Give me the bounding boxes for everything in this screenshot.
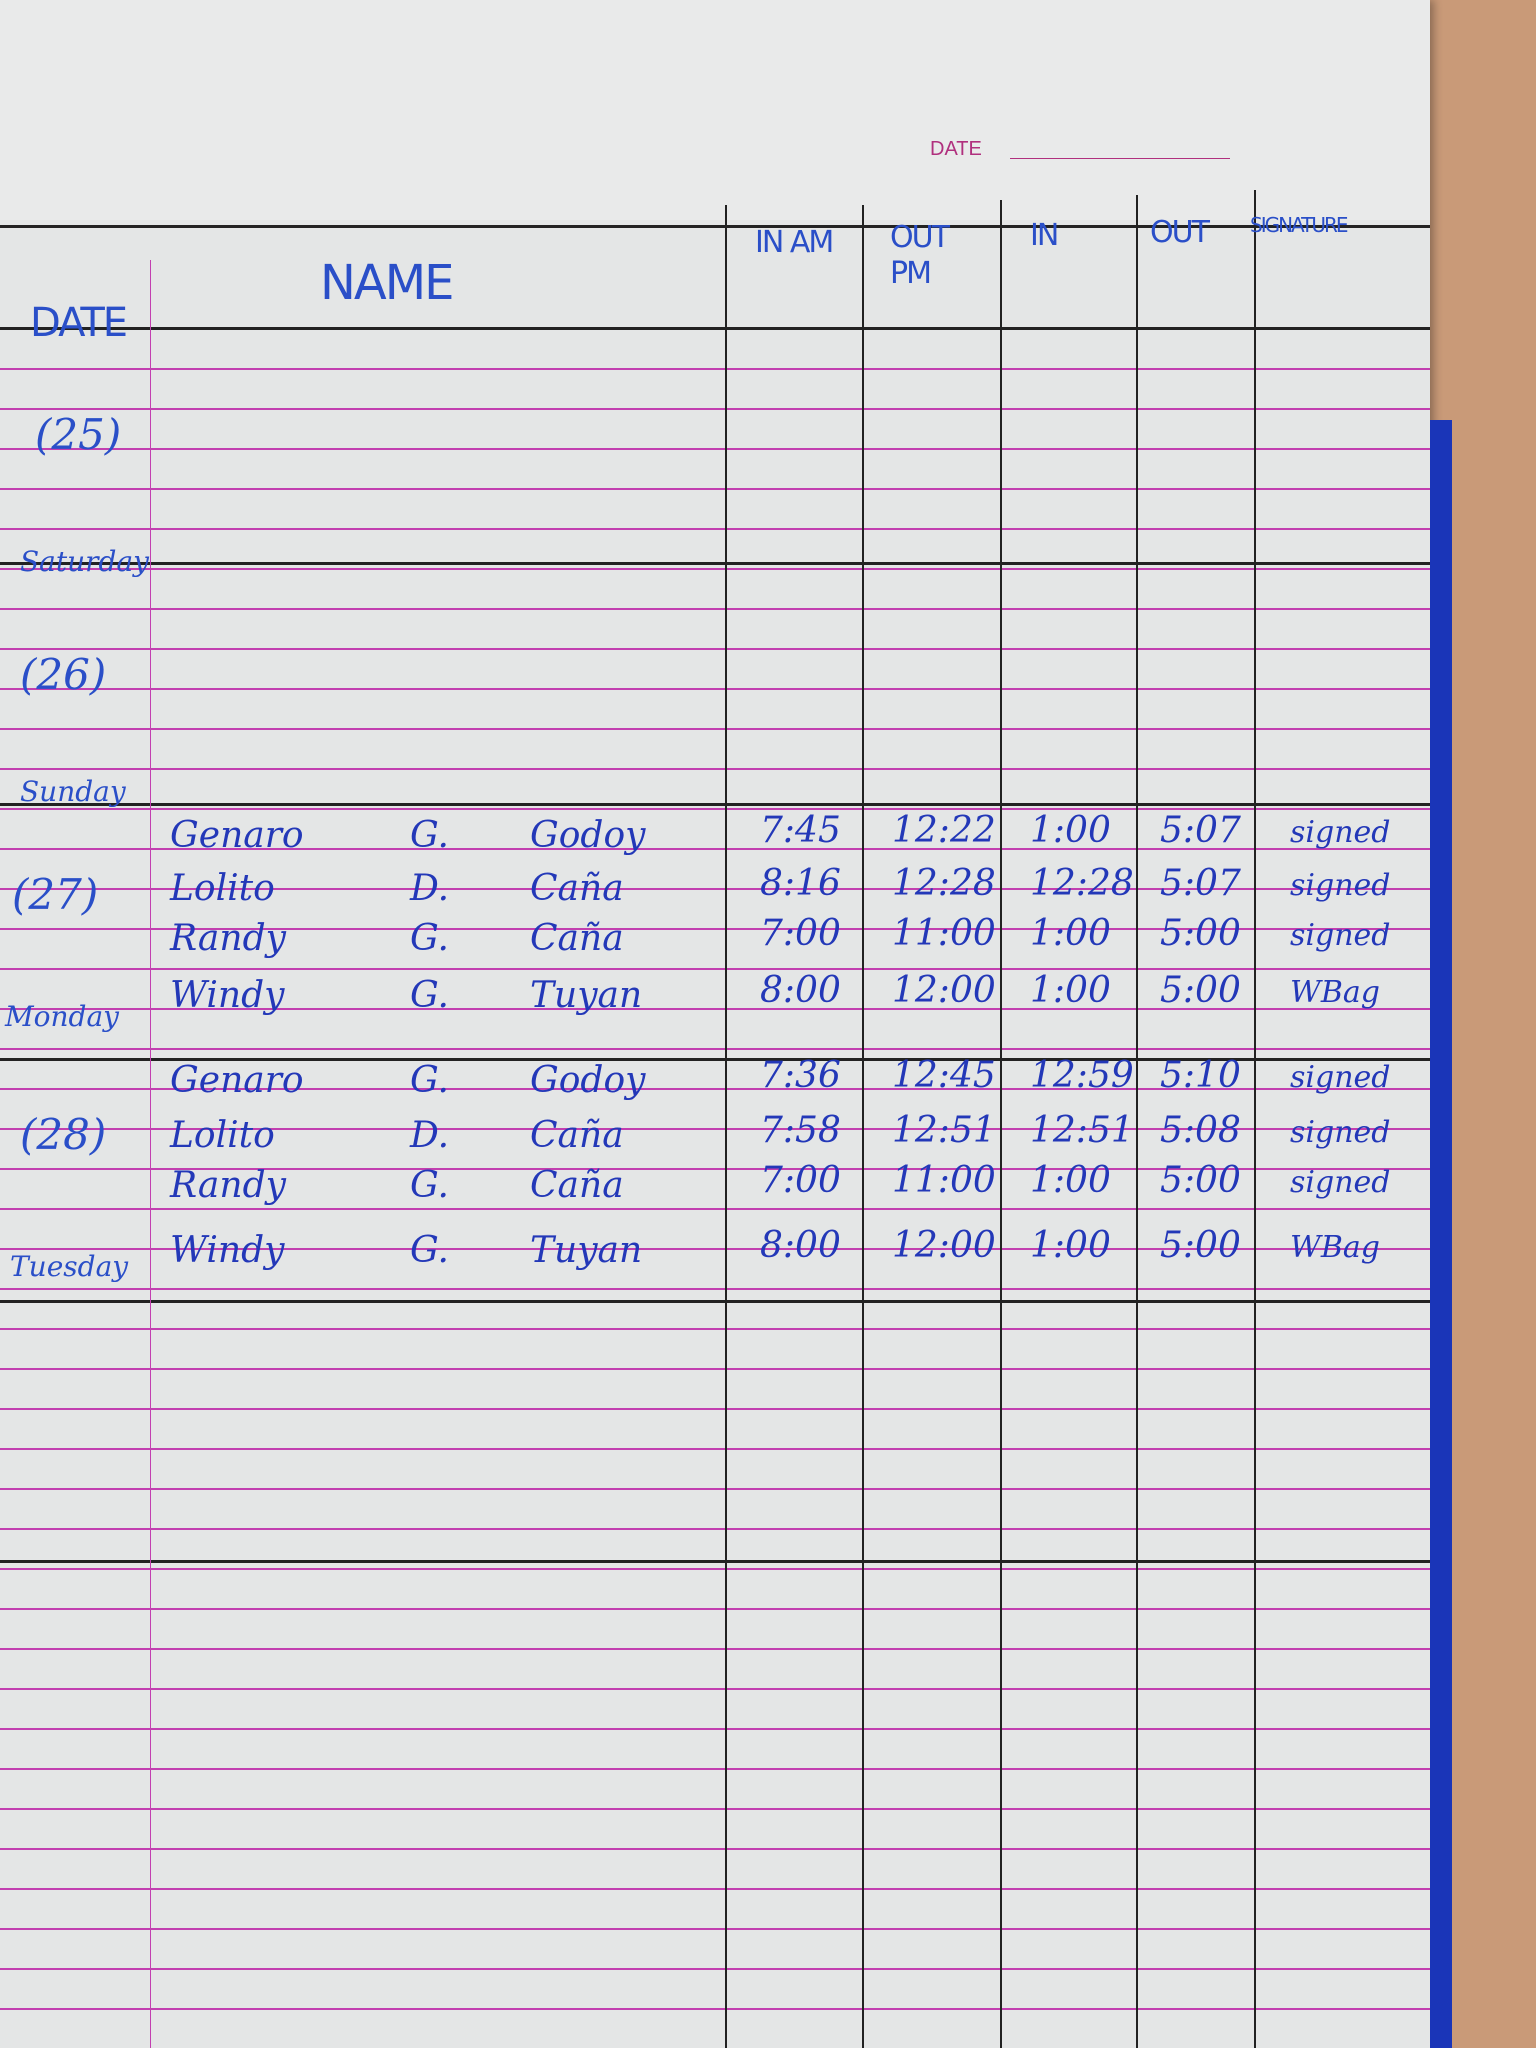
cell-in-am: 7:00 [760,913,841,954]
cell-mi: G. [410,918,449,959]
cell-out: 5:07 [1160,863,1241,904]
cell-in: 12:28 [1030,863,1134,904]
section-divider [0,1560,1430,1563]
cell-first: Lolito [170,868,275,909]
cell-out-pm: 11:00 [892,1160,996,1201]
cell-mi: G. [410,975,449,1016]
signature: WBag [1290,1230,1380,1265]
date-column-border [150,260,151,2048]
section-divider [0,1058,1430,1061]
cell-last: Caña [530,918,624,959]
cell-in-am: 7:45 [760,810,841,851]
cell-in: 1:00 [1030,913,1111,954]
cell-out: 5:10 [1160,1055,1241,1096]
day-name: Sunday [20,775,126,808]
cell-first: Windy [170,975,285,1016]
cell-out-pm: 12:51 [892,1110,996,1151]
cell-mi: D. [410,868,450,909]
cell-out-pm: 12:28 [892,863,996,904]
cell-out-pm: 12:00 [892,970,996,1011]
cell-last: Tuyan [530,1230,643,1271]
signature: signed [1290,868,1391,903]
cell-out: 5:00 [1160,913,1241,954]
signature: signed [1290,918,1391,953]
section-divider [0,803,1430,806]
cell-in: 1:00 [1030,810,1111,851]
day-name: Monday [5,1000,119,1033]
day-number: (28) [20,1110,107,1159]
cell-last: Caña [530,1115,624,1156]
cell-out: 5:00 [1160,1160,1241,1201]
cell-last: Godoy [530,1060,646,1101]
cell-in-am: 8:16 [760,863,841,904]
header-bottom-border [0,327,1430,330]
day-name: Tuesday [10,1250,129,1283]
cell-in-am: 7:58 [760,1110,841,1151]
header-in-am: IN AM [755,225,834,260]
header-in: IN [1030,218,1059,253]
cell-in: 1:00 [1030,1160,1111,1201]
printed-date-label: DATE [930,138,982,160]
cell-mi: G. [410,1230,449,1271]
section-divider [0,562,1430,565]
cell-mi: D. [410,1115,450,1156]
cell-mi: G. [410,1165,449,1206]
cell-in: 1:00 [1030,970,1111,1011]
cell-mi: G. [410,815,449,856]
column-border [725,205,727,2048]
cell-out: 5:00 [1160,1225,1241,1266]
cell-first: Randy [170,918,286,959]
signature: signed [1290,1115,1391,1150]
day-name: Saturday [20,545,149,578]
cell-in: 12:59 [1030,1055,1134,1096]
cell-last: Caña [530,868,624,909]
cell-in-am: 8:00 [760,1225,841,1266]
cell-out-pm: 12:22 [892,810,996,851]
cell-first: Randy [170,1165,286,1206]
signature: signed [1290,815,1391,850]
column-border [862,205,864,2048]
table-top-border [0,225,1430,228]
day-number: (25) [35,410,122,459]
cell-in-am: 7:00 [760,1160,841,1201]
cell-out: 5:07 [1160,810,1241,851]
cell-in: 1:00 [1030,1225,1111,1266]
cell-out-pm: 11:00 [892,913,996,954]
column-border [1254,190,1256,2048]
cell-first: Genaro [170,1060,304,1101]
signature: WBag [1290,975,1380,1010]
cell-first: Genaro [170,815,304,856]
cell-in: 12:51 [1030,1110,1134,1151]
logbook-page [0,0,1430,2048]
section-divider [0,1300,1430,1303]
cell-out: 5:08 [1160,1110,1241,1151]
book-spine-edge [1430,420,1452,2048]
cell-first: Lolito [170,1115,275,1156]
cell-last: Tuyan [530,975,643,1016]
header-signature: SIGNATURE [1250,213,1349,237]
cell-in-am: 7:36 [760,1055,841,1096]
signature: signed [1290,1060,1391,1095]
day-number: (26) [20,650,107,699]
column-border [1136,195,1138,2048]
page-top-margin [0,0,1430,220]
cell-out: 5:00 [1160,970,1241,1011]
cell-last: Godoy [530,815,646,856]
cell-out-pm: 12:00 [892,1225,996,1266]
cell-out-pm: 12:45 [892,1055,996,1096]
header-name: NAME [320,255,454,311]
header-out-pm: OUT PM [890,220,950,291]
header-date: DATE [30,300,128,346]
day-number: (27) [12,870,99,919]
signature: signed [1290,1165,1391,1200]
cell-first: Windy [170,1230,285,1271]
cell-mi: G. [410,1060,449,1101]
cell-in-am: 8:00 [760,970,841,1011]
column-border [1000,200,1002,2048]
printed-date-line [1010,158,1230,159]
cell-last: Caña [530,1165,624,1206]
header-out: OUT [1150,215,1210,250]
